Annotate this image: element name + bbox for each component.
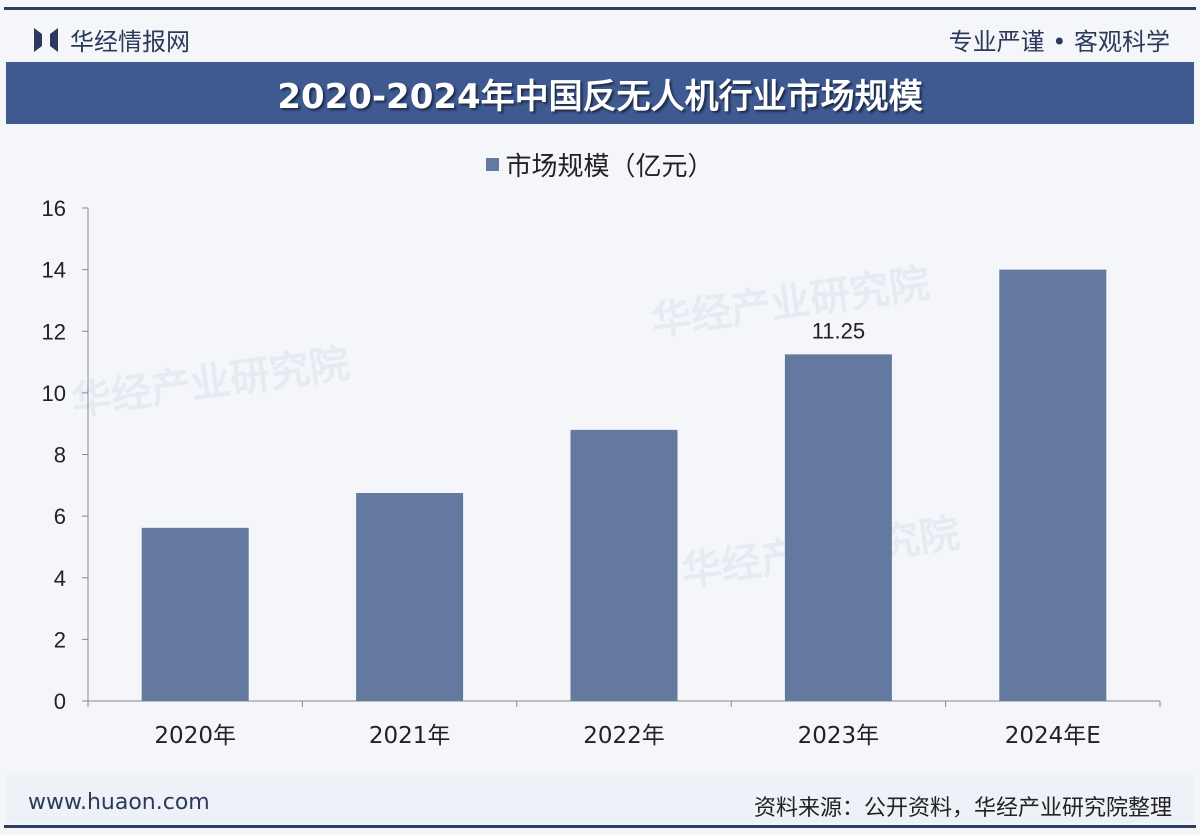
footer-bar bbox=[6, 775, 1194, 823]
x-tick-label: 2023年 bbox=[798, 723, 880, 749]
chart-title: 2020-2024年中国反无人机行业市场规模 bbox=[277, 76, 923, 117]
y-tick-label: 10 bbox=[42, 381, 66, 406]
brand: 华经情报网 bbox=[32, 22, 190, 57]
bar bbox=[784, 354, 892, 701]
x-tick-label: 2024年E bbox=[1005, 723, 1101, 749]
legend-swatch bbox=[486, 158, 500, 171]
y-tick-label: 12 bbox=[42, 319, 66, 344]
top-rule bbox=[4, 7, 1196, 10]
legend: 市场规模（亿元） bbox=[0, 146, 1200, 183]
y-tick-label: 6 bbox=[54, 504, 66, 529]
brand-name: 华经情报网 bbox=[70, 28, 190, 56]
x-tick-label: 2022年 bbox=[583, 723, 665, 749]
y-tick-label: 8 bbox=[54, 443, 66, 468]
y-tick-label: 14 bbox=[42, 258, 66, 283]
bar bbox=[570, 429, 678, 701]
y-tick-label: 4 bbox=[54, 566, 66, 591]
huajing-logo-icon bbox=[34, 27, 58, 52]
bottom-rule bbox=[4, 825, 1196, 828]
bar bbox=[999, 269, 1107, 701]
bar bbox=[141, 527, 249, 701]
title-banner: 2020-2024年中国反无人机行业市场规模 bbox=[6, 62, 1194, 124]
y-tick-label: 0 bbox=[54, 689, 66, 714]
footer-source: 资料来源：公开资料，华经产业研究院整理 bbox=[753, 796, 1172, 821]
slogan: 专业严谨 • 客观科学 bbox=[948, 28, 1170, 56]
data-label: 11.25 bbox=[812, 318, 865, 343]
bar bbox=[356, 493, 464, 701]
footer-url: www.huaon.com bbox=[28, 790, 210, 815]
x-tick-label: 2020年 bbox=[154, 723, 236, 749]
y-tick-label: 16 bbox=[42, 196, 66, 221]
y-tick-label: 2 bbox=[54, 627, 66, 652]
legend-label: 市场规模（亿元） bbox=[505, 152, 714, 182]
x-tick-label: 2021年 bbox=[369, 723, 451, 749]
